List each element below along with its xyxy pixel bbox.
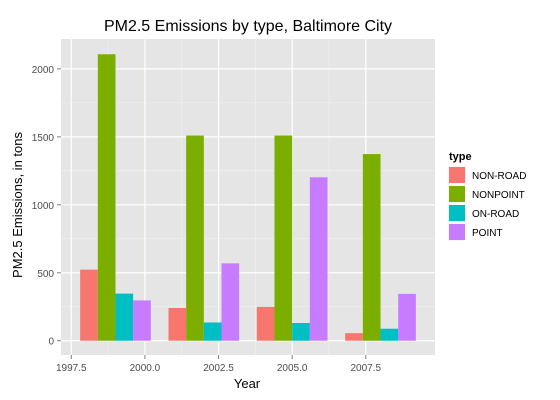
legend-label: NONPOINT: [472, 190, 525, 201]
x-tick-label: 2007.5: [350, 363, 381, 374]
y-axis-title: PM2.5 Emissions, in tons: [10, 132, 25, 278]
y-axis-ticks: 0 500 1000 1500 2000: [32, 65, 61, 348]
legend-label: POINT: [472, 228, 503, 239]
x-tick-label: 2005.0: [277, 363, 308, 374]
bar-point-1999: [133, 300, 151, 341]
x-tick-label: 2002.5: [203, 363, 234, 374]
bars: [80, 54, 416, 341]
bar-on-road-1999: [115, 293, 134, 341]
legend-label: ON-ROAD: [472, 209, 519, 220]
y-tick-label: 0: [48, 337, 54, 348]
bar-nonpoint-2002: [186, 135, 204, 341]
bar-point-2008: [398, 293, 416, 341]
bar-point-2002: [221, 263, 240, 341]
bar-non-road-2002: [168, 307, 187, 341]
x-tick-label: 2000.0: [130, 363, 161, 374]
x-axis-title: Year: [234, 376, 261, 391]
bar-point-2005: [309, 177, 328, 341]
x-tick-label: 1997.5: [56, 363, 87, 374]
bar-on-road-2002: [203, 322, 222, 341]
legend-swatch: [449, 167, 465, 183]
x-axis-ticks: 1997.5 2000.0 2002.5 2005.0 2007.5: [56, 355, 382, 374]
bar-on-road-2008: [380, 328, 399, 341]
bar-nonpoint-2008: [362, 154, 381, 341]
legend-swatch: [449, 224, 465, 240]
bar-nonpoint-2005: [274, 135, 293, 341]
bar-nonpoint-1999: [97, 54, 116, 341]
bar-non-road-2005: [256, 306, 275, 341]
y-tick-label: 2000: [32, 65, 55, 76]
legend-items: NON-ROAD NONPOINT ON-ROAD POINT: [447, 165, 526, 242]
y-tick-label: 1000: [32, 201, 55, 212]
legend: type NON-ROAD NONPOINT ON-ROAD POINT: [447, 151, 526, 242]
bar-on-road-2005: [292, 323, 310, 341]
y-tick-label: 500: [37, 269, 54, 280]
legend-label: NON-ROAD: [472, 171, 526, 182]
legend-swatch: [449, 205, 465, 221]
y-tick-label: 1500: [32, 133, 55, 144]
bar-non-road-2008: [345, 333, 363, 341]
bar-non-road-1999: [80, 269, 98, 341]
chart-title: PM2.5 Emissions by type, Baltimore City: [104, 18, 392, 35]
legend-swatch: [449, 186, 465, 202]
legend-title: type: [449, 151, 472, 163]
